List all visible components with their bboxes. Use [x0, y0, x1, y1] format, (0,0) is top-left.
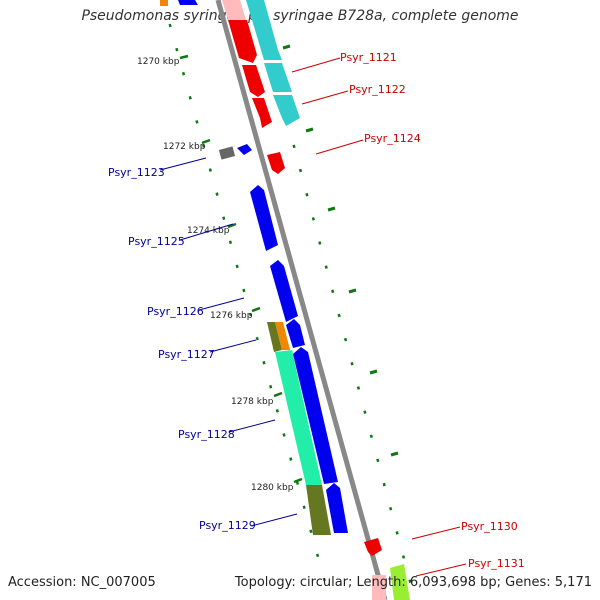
- leader-line: [209, 339, 257, 353]
- ruler-tick: [369, 369, 378, 375]
- leader-line: [179, 223, 234, 241]
- ruler-tick: [305, 127, 314, 133]
- leader-line: [301, 90, 349, 105]
- ruler-tick: [251, 306, 261, 313]
- ruler-tick: [293, 477, 303, 484]
- pink-feature: [372, 575, 386, 600]
- ruler-tick: [327, 206, 336, 212]
- leader-line: [315, 139, 364, 155]
- gene-label[interactable]: Psyr_1129: [199, 519, 256, 532]
- page-title: Pseudomonas syringae pv. syringae B728a,…: [81, 8, 519, 24]
- gene-labels-reverse: Psyr_1123 Psyr_1125 Psyr_1126 Psyr_1127 …: [108, 166, 256, 532]
- ruler-tick: [390, 451, 399, 457]
- gene-label[interactable]: Psyr_1130: [461, 520, 518, 533]
- ruler-tick: [201, 138, 211, 145]
- teal-feature: [275, 350, 322, 485]
- gray-feature: [218, 146, 236, 160]
- topology-text: Topology: circular; Length: 6,093,698 bp…: [234, 575, 592, 590]
- cyan-feature: [273, 95, 300, 126]
- forward-gene: [228, 20, 257, 63]
- accession-text: Accession: NC_007005: [8, 575, 156, 590]
- reverse-gene: [178, 0, 198, 5]
- leader-line: [415, 563, 467, 577]
- reverse-gene: [286, 319, 305, 348]
- reverse-gene: [326, 483, 348, 533]
- forward-gene: [364, 538, 382, 556]
- ruler-tick: [282, 44, 291, 50]
- gene-label[interactable]: Psyr_1122: [349, 83, 406, 96]
- genome-backbone: [215, 0, 388, 600]
- gene-label[interactable]: Psyr_1121: [340, 51, 397, 64]
- top-features: [160, 0, 246, 20]
- gene-label[interactable]: Psyr_1127: [158, 348, 215, 361]
- reverse-genes: [218, 144, 348, 535]
- ruler-tick: [348, 288, 357, 294]
- gene-label[interactable]: Psyr_1131: [468, 557, 525, 570]
- gene-label[interactable]: Psyr_1125: [128, 235, 185, 248]
- leader-line: [228, 419, 276, 433]
- leader-line: [411, 526, 461, 540]
- olive-feature: [267, 322, 282, 352]
- pink-feature: [222, 0, 246, 20]
- ruler-tick-label: 1272 kbp: [163, 142, 206, 152]
- forward-gene: [252, 98, 272, 128]
- orange-feature: [275, 322, 290, 350]
- cyan-feature: [264, 63, 292, 92]
- ruler-tick-label: 1276 kbp: [210, 311, 253, 321]
- gene-label[interactable]: Psyr_1128: [178, 428, 235, 441]
- ruler-tick-label: 1278 kbp: [231, 397, 274, 407]
- forward-genes: [228, 0, 410, 600]
- leader-line: [250, 513, 298, 527]
- ruler-tick: [273, 391, 283, 398]
- leader-line: [291, 57, 341, 73]
- ruler-tick-label: 1270 kbp: [137, 57, 180, 67]
- reverse-gene: [293, 347, 338, 484]
- gene-labels-forward: Psyr_1121 Psyr_1122 Psyr_1124 Psyr_1130 …: [340, 51, 525, 570]
- forward-gene: [267, 152, 285, 174]
- label-leaders: [159, 57, 467, 577]
- gene-label[interactable]: Psyr_1124: [364, 132, 421, 145]
- leader-line: [159, 157, 207, 171]
- reverse-gene: [237, 144, 252, 155]
- ruler-tick: [179, 54, 189, 60]
- orange-feature: [160, 0, 168, 6]
- reverse-gene: [250, 185, 278, 251]
- cyan-feature: [246, 0, 282, 60]
- green-feature: [390, 564, 410, 600]
- reverse-gene: [270, 260, 298, 322]
- leader-line: [198, 297, 245, 311]
- olive-feature: [306, 485, 331, 535]
- forward-gene: [242, 65, 265, 97]
- ruler-tick-label: 1280 kbp: [251, 483, 294, 493]
- gene-label[interactable]: Psyr_1123: [108, 166, 165, 179]
- ruler-track-inner: [161, 0, 332, 600]
- ruler-tick: [227, 222, 237, 229]
- gene-label[interactable]: Psyr_1126: [147, 305, 204, 318]
